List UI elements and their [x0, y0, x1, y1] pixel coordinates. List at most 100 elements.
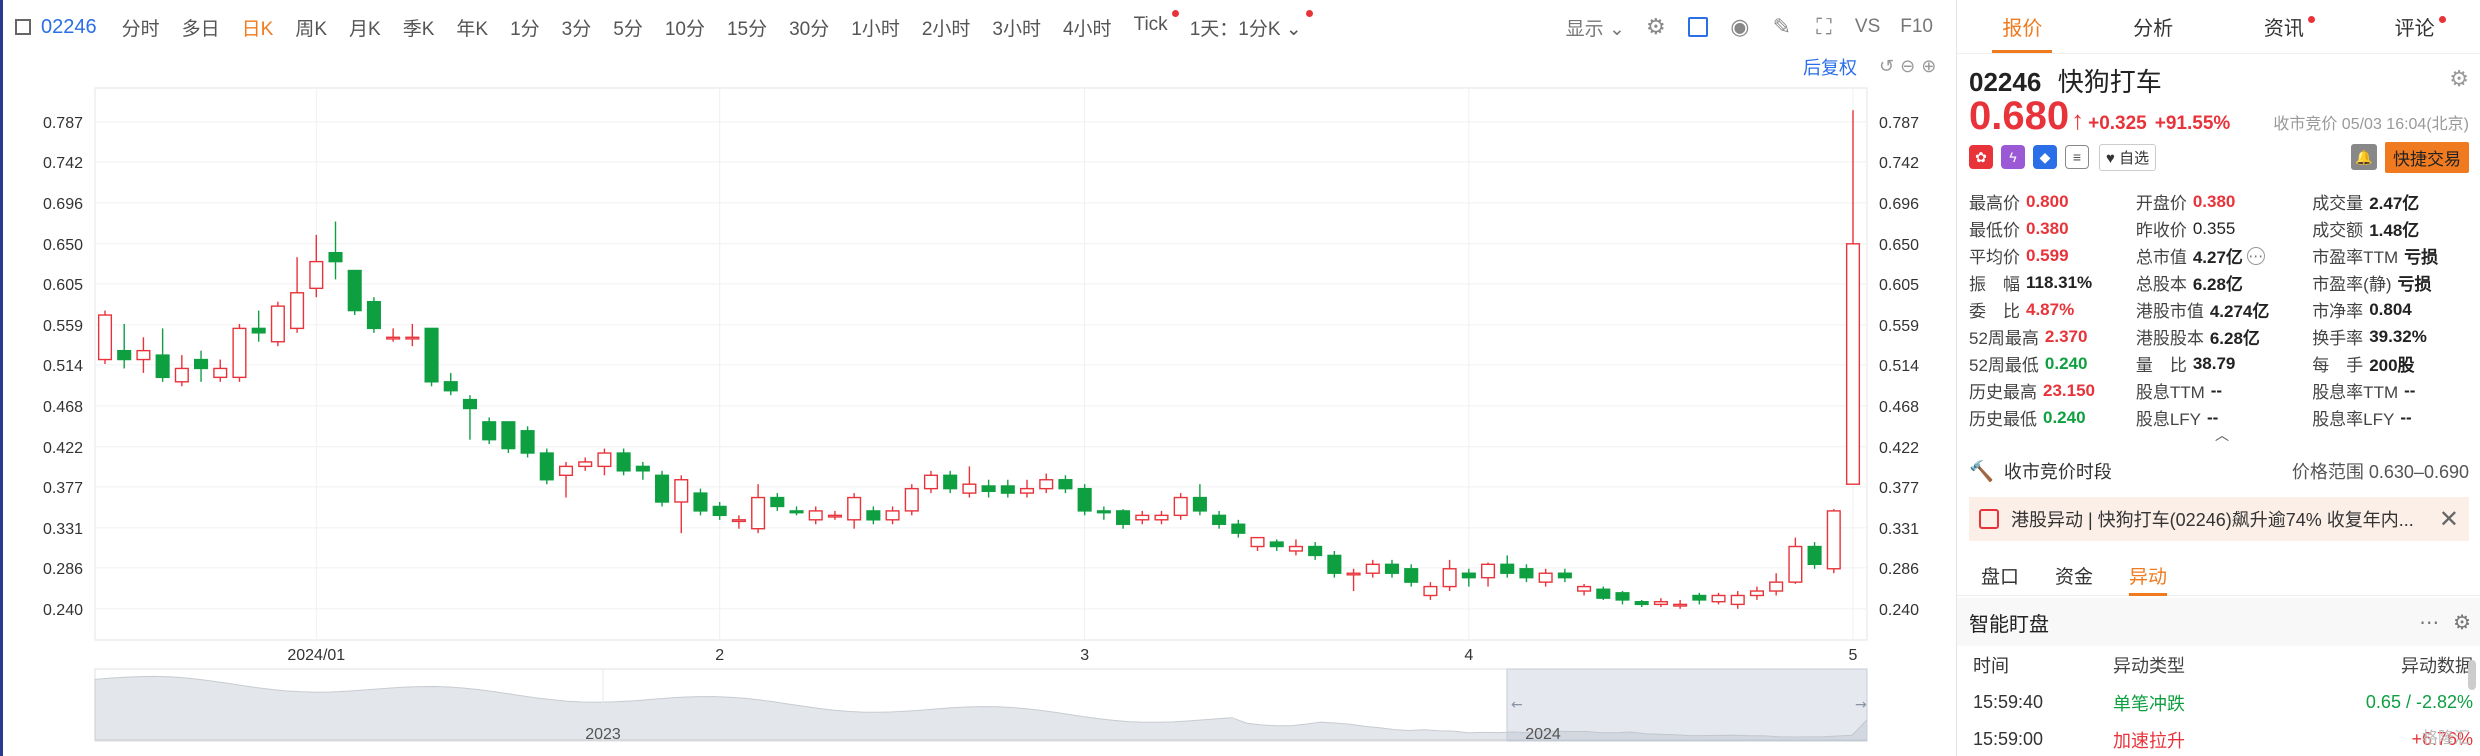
- stat-cell: 换手率 39.32%: [2312, 324, 2479, 349]
- fullscreen-icon[interactable]: ⛶: [1816, 14, 1832, 39]
- watch-row[interactable]: 15:59:00 加速拉升 +6.76%: [1957, 721, 2480, 756]
- indicator-box-icon[interactable]: [1687, 16, 1709, 38]
- timeframe-tab[interactable]: 30分: [778, 14, 840, 41]
- timeframe-tab[interactable]: 季K: [392, 14, 446, 41]
- navigator-area: [94, 675, 1868, 741]
- reset-icon[interactable]: ↺: [1879, 56, 1895, 76]
- watch-row[interactable]: 15:59:40 单笔冲跌 0.65 / -2.82%: [1957, 684, 2480, 721]
- stat-value: 39.32%: [2369, 326, 2427, 346]
- timeframe-tab[interactable]: 2小时: [911, 14, 982, 41]
- close-icon[interactable]: ✕: [2438, 505, 2459, 533]
- stat-label: 量 比: [2135, 356, 2187, 375]
- sub-tab[interactable]: 资金: [2037, 556, 2111, 596]
- stats-row: 历史最低 0.240 股息LFY -- 股息率LFY --: [1969, 404, 2479, 431]
- camera-icon[interactable]: ◉: [1730, 14, 1750, 39]
- stat-cell: 52周最低 0.240: [1969, 351, 2136, 376]
- timeframe-tab[interactable]: 分时: [111, 14, 171, 41]
- timeframe-tab[interactable]: 1天：1分K ⌄: [1179, 9, 1313, 41]
- candle-body: [1730, 594, 1745, 606]
- timeframe-tab[interactable]: 1分: [499, 14, 551, 41]
- stat-label: 总股本: [2135, 275, 2187, 294]
- layout-icon[interactable]: [15, 19, 31, 35]
- more-icon[interactable]: ⋯: [2246, 246, 2265, 265]
- timeframe-tab[interactable]: 3分: [551, 14, 603, 41]
- timeframe-tab[interactable]: 10分: [654, 14, 716, 41]
- sub-tab[interactable]: 异动: [2111, 556, 2185, 596]
- side-tab[interactable]: 分析: [2088, 0, 2219, 53]
- range-navigator[interactable]: 2023 2024← →: [3, 665, 1953, 745]
- timeframe-label: 月K: [349, 18, 381, 40]
- zoom-out-icon[interactable]: ⊖: [1900, 56, 1916, 76]
- candle-body: [213, 367, 228, 379]
- timeframe-tab[interactable]: 4小时: [1052, 14, 1123, 41]
- hk-flag-icon[interactable]: ✿: [1969, 145, 1993, 169]
- candle-body: [1500, 563, 1515, 574]
- stat-value: 2.47亿: [2369, 194, 2420, 213]
- vs-button[interactable]: VS: [1854, 16, 1881, 37]
- stat-label: 52周最低: [1969, 356, 2039, 375]
- y-tick-label-left: 0.377: [43, 480, 83, 497]
- timeframe-tab[interactable]: 月K: [338, 14, 392, 41]
- timeframe-tab[interactable]: 多日: [171, 14, 231, 41]
- lightning-icon[interactable]: ϟ: [2001, 145, 2025, 169]
- timeframe-tab[interactable]: 周K: [284, 14, 338, 41]
- candle-body: [1154, 514, 1169, 521]
- candle-body: [136, 349, 151, 361]
- smart-watch-panel: 智能盯盘 ⋯ ⚙ 时间 异动类型 异动数据 15:59:40 单笔冲跌 0.65 /…: [1957, 598, 2480, 756]
- side-tab[interactable]: 评论: [2349, 0, 2480, 53]
- timeframe-label: 4小时: [1062, 18, 1112, 40]
- f10-button[interactable]: F10: [1900, 16, 1933, 37]
- stat-cell: 历史最高 23.150: [1969, 378, 2136, 403]
- candle-body: [923, 474, 939, 490]
- candle-body: [309, 260, 324, 290]
- quick-trade-button[interactable]: 快捷交易: [2385, 141, 2469, 173]
- bell-icon[interactable]: 🔔: [2351, 144, 2377, 170]
- adjust-restore-button[interactable]: 后复权: [1803, 58, 1857, 78]
- settings-icon[interactable]: ⚙: [2453, 611, 2471, 634]
- y-tick-label-left: 0.331: [43, 521, 83, 538]
- candle-body: [97, 314, 113, 361]
- col-type: 异动类型: [2113, 656, 2185, 676]
- timeframe-tab[interactable]: 15分: [716, 14, 778, 41]
- news-banner[interactable]: 港股异动 | 快狗打车(02246)飙升逾74% 收复年内... ✕: [1969, 497, 2469, 541]
- candle-body: [1826, 510, 1841, 570]
- news-text[interactable]: 港股异动 | 快狗打车(02246)飙升逾74% 收复年内...: [2011, 510, 2414, 530]
- y-tick-label-right: 0.331: [1879, 521, 1919, 538]
- side-tab[interactable]: 资讯: [2219, 0, 2350, 53]
- display-dropdown[interactable]: 显示 ⌄: [1565, 18, 1625, 40]
- stat-value: 0.380: [2026, 218, 2069, 238]
- candle-body: [597, 452, 612, 468]
- sub-tab[interactable]: 盘口: [1957, 556, 2037, 596]
- side-tab[interactable]: 报价: [1957, 0, 2088, 53]
- candle-body: [1577, 585, 1592, 592]
- y-tick-label-left: 0.286: [43, 561, 83, 578]
- settings-icon[interactable]: ⚙: [1646, 14, 1666, 39]
- tag-icon[interactable]: ◆: [2033, 145, 2057, 169]
- add-watchlist-button[interactable]: ♥ 自选: [2099, 143, 2157, 171]
- candle-body: [1480, 563, 1496, 579]
- timeframe-tab[interactable]: 日K: [231, 14, 285, 41]
- timeframe-label: 1天：1分K: [1189, 18, 1281, 40]
- notes-icon[interactable]: ≡: [2065, 145, 2089, 169]
- stat-label: 最高价: [1969, 194, 2020, 213]
- more-icon[interactable]: ⋯: [2419, 611, 2440, 634]
- col-time: 时间: [1973, 656, 2009, 676]
- stat-value: 0.800: [2026, 191, 2069, 211]
- y-tick-label-right: 0.605: [1879, 277, 1919, 294]
- pen-icon[interactable]: ✎: [1772, 14, 1792, 39]
- zoom-in-icon[interactable]: ⊕: [1921, 56, 1937, 76]
- watch-type: 加速拉升: [2113, 730, 2185, 751]
- timeframe-tab[interactable]: 3小时: [981, 14, 1052, 41]
- timeframe-tab[interactable]: 5分: [602, 14, 654, 41]
- candle-body: [1788, 545, 1803, 583]
- watch-type: 单笔冲跌: [2113, 693, 2185, 714]
- timeframe-tab[interactable]: Tick: [1123, 9, 1179, 41]
- kline-chart[interactable]: 0.787 0.787 0.742 0.742 0.696 0.696 0.650 0.650…: [3, 78, 1953, 663]
- collapse-chevron-icon[interactable]: ︿: [2215, 427, 2229, 443]
- gear-icon[interactable]: ⚙: [2449, 66, 2469, 91]
- candle-body: [1596, 588, 1611, 599]
- timeframe-tab[interactable]: 1小时: [840, 14, 911, 41]
- timeframe-tab[interactable]: 年K: [445, 14, 499, 41]
- scrollbar[interactable]: [2468, 660, 2476, 690]
- candle-body: [424, 327, 439, 383]
